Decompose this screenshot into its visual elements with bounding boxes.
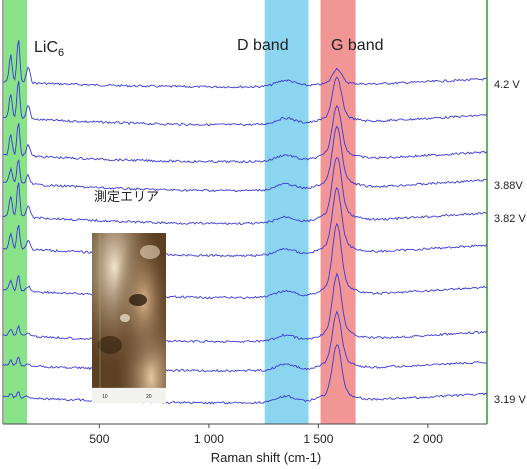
band-highlights bbox=[4, 0, 356, 424]
spectra-series bbox=[2, 40, 487, 405]
series-label: 3.19 V bbox=[494, 394, 526, 406]
x-tick-label: 1 500 bbox=[303, 432, 333, 446]
spectrum-line-9 bbox=[2, 310, 487, 373]
x-axis-title: Raman shift (cm-1) bbox=[211, 450, 322, 465]
band-d-band bbox=[264, 0, 309, 424]
spectrum-line-1 bbox=[2, 40, 487, 89]
series-label: 3.82 V bbox=[494, 213, 526, 225]
inset-tick-10: 10 bbox=[102, 394, 108, 400]
spectrum-line-8 bbox=[2, 272, 487, 344]
spectrum-line-2 bbox=[2, 76, 487, 127]
measurement-area-label: 測定エリア bbox=[94, 189, 159, 204]
spectrum-line-5 bbox=[2, 156, 487, 226]
band-label-d: D band bbox=[237, 37, 289, 54]
x-tick-label: 500 bbox=[89, 432, 109, 446]
x-axis-ticks: 500 1 000 1 500 2 000 bbox=[89, 424, 443, 446]
micrograph-inset: 10 20 bbox=[92, 233, 166, 403]
inset-tick-20: 20 bbox=[146, 394, 152, 400]
x-tick-label: 2 000 bbox=[413, 432, 443, 446]
spectrum-line-3 bbox=[2, 105, 487, 164]
x-tick-label: 1 000 bbox=[194, 432, 224, 446]
band-label-g: G band bbox=[331, 37, 383, 54]
series-labels: 4.2 V 3.88V 3.82 V 3.19 V bbox=[494, 79, 526, 406]
spectrum-line-10 bbox=[2, 344, 487, 405]
series-label: 3.88V bbox=[494, 180, 523, 192]
spectrum-line-7 bbox=[2, 222, 487, 300]
spectrum-line-6 bbox=[2, 186, 487, 258]
series-label: 4.2 V bbox=[494, 79, 520, 91]
band-label-lic6: LiC6 bbox=[34, 39, 64, 59]
spectrum-line-4 bbox=[2, 125, 487, 193]
